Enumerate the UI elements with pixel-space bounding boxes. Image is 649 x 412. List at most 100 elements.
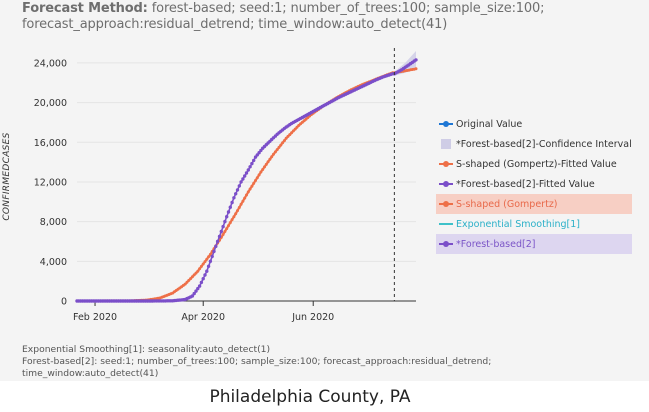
gompertz-fitted-point xyxy=(263,165,266,169)
figure-caption: Philadelphia County, PA xyxy=(209,387,411,407)
gompertz-fitted-point xyxy=(273,150,277,154)
gompertz-fitted-point xyxy=(190,275,194,279)
gompertz-forecast-point xyxy=(414,67,418,71)
forest-fitted-line xyxy=(77,73,393,302)
forest-fitted-point xyxy=(239,180,243,184)
legend-label: S-shaped (Gompertz)-Fitted Value xyxy=(456,158,617,170)
gompertz-fitted-point xyxy=(268,157,272,161)
gompertz-fitted-point xyxy=(234,212,238,216)
legend-symbol-icon xyxy=(438,139,454,149)
chart-legend: Original Value *Forest-based[2]-Confidenc… xyxy=(436,114,632,254)
legend-label: *Forest-based[2]-Confidence Interval xyxy=(456,138,632,150)
forest-fitted-point xyxy=(226,210,231,214)
forest-fitted-point xyxy=(223,219,227,224)
gompertz-fitted-point xyxy=(277,145,281,149)
forest-fitted-point xyxy=(203,273,207,277)
legend-item[interactable]: *Forest-based[2]-Fitted Value xyxy=(438,174,632,194)
gompertz-fitted-point xyxy=(196,269,200,273)
forest-fitted-point xyxy=(237,184,241,188)
forest-fitted-point xyxy=(194,289,198,293)
gompertz-fitted-point xyxy=(203,260,207,264)
gompertz-fitted-point xyxy=(201,262,205,266)
gompertz-fitted-point xyxy=(198,267,202,271)
gompertz-fitted-point xyxy=(232,215,236,219)
forecast-method-label: Forecast Method: xyxy=(22,1,148,16)
forest-fitted-point xyxy=(206,264,211,268)
legend-item[interactable]: Original Value xyxy=(438,114,632,134)
gompertz-fitted-point xyxy=(230,218,234,222)
legend-label: S-shaped (Gompertz) xyxy=(456,198,558,210)
gompertz-fitted-point xyxy=(279,143,283,147)
gompertz-fitted-point xyxy=(272,152,275,156)
gompertz-fitted-point xyxy=(290,131,294,135)
y-tick-label: 0 xyxy=(61,297,67,308)
forest-fitted-point xyxy=(190,294,195,298)
y-tick-label: 24,000 xyxy=(34,58,67,69)
gompertz-fitted-point xyxy=(264,162,268,166)
footnote-forest-based: Forest-based[2]: seed:1; number_of_trees… xyxy=(22,356,492,367)
forest-fitted-point xyxy=(228,205,232,209)
forest-fitted-point xyxy=(212,249,216,254)
legend-item[interactable]: *Forest-based[2]-Confidence Interval xyxy=(438,134,632,154)
forest-fitted-point xyxy=(219,229,223,234)
gompertz-fitted-point xyxy=(239,202,243,206)
forecast-method-title: Forecast Method: forest-based; seed:1; n… xyxy=(22,1,545,16)
gompertz-fitted-point xyxy=(205,257,209,261)
legend-item[interactable]: *Forest-based[2] xyxy=(436,234,632,254)
gompertz-fitted-point xyxy=(259,170,263,174)
gompertz-fitted-point xyxy=(293,127,297,131)
gompertz-fitted-point xyxy=(270,155,274,159)
gompertz-fitted-point xyxy=(223,230,227,233)
footnote-exp-smoothing: Exponential Smoothing[1]: seasonality:au… xyxy=(22,344,271,355)
gompertz-fitted-point xyxy=(266,160,270,164)
x-tick-label: Jun 2020 xyxy=(291,312,334,323)
chart-panel: Forecast Method: forest-based; seed:1; n… xyxy=(0,0,649,381)
y-tick-label: 12,000 xyxy=(34,177,67,188)
gompertz-fitted-point xyxy=(281,141,285,145)
forest-fitted-point xyxy=(192,291,196,296)
y-tick-label: 8,000 xyxy=(40,217,67,228)
gompertz-fitted-point xyxy=(250,184,254,188)
gompertz-fitted-point xyxy=(243,196,247,200)
forest-fitted-point xyxy=(252,158,256,163)
legend-label: Exponential Smoothing[1] xyxy=(456,218,581,230)
gompertz-fitted-point xyxy=(221,233,225,236)
legend-symbol-icon xyxy=(438,159,454,169)
gompertz-fitted-point xyxy=(254,179,257,182)
gompertz-fitted-line xyxy=(77,71,393,303)
forest-fitted-point xyxy=(201,277,205,281)
gompertz-fitted-point xyxy=(252,181,256,185)
legend-item[interactable]: S-shaped (Gompertz) xyxy=(436,194,632,214)
gompertz-fitted-point xyxy=(237,206,241,209)
gompertz-fitted-point xyxy=(282,139,286,143)
forest-fitted-point xyxy=(246,168,250,172)
forest-fitted-point xyxy=(257,151,261,155)
forest-fitted-point xyxy=(244,171,249,175)
footnote-time-window: time_window:auto_detect(41) xyxy=(22,368,159,379)
forest-fitted-point xyxy=(215,239,220,244)
gompertz-fitted-point xyxy=(284,136,288,140)
forest-fitted-point xyxy=(208,259,213,263)
gompertz-fitted-point xyxy=(185,280,189,284)
forecast-method-params: forecast_approach:residual_detrend; time… xyxy=(22,17,448,32)
forest-fitted-point xyxy=(197,284,202,288)
gompertz-fitted-point xyxy=(225,227,229,231)
forest-fitted-point xyxy=(248,165,252,169)
legend-item[interactable]: Exponential Smoothing[1] xyxy=(438,214,632,234)
forest-fitted-point xyxy=(210,254,214,259)
gompertz-fitted-point xyxy=(241,199,245,203)
legend-symbol-icon xyxy=(438,179,454,189)
forest-forecast-point xyxy=(414,58,418,62)
legend-symbol-icon xyxy=(438,119,454,129)
forest-fitted-point xyxy=(205,269,209,273)
gompertz-fitted-point xyxy=(275,148,279,152)
gompertz-fitted-point xyxy=(257,173,261,177)
legend-item[interactable]: S-shaped (Gompertz)-Fitted Value xyxy=(438,154,632,174)
legend-label: *Forest-based[2]-Fitted Value xyxy=(456,178,595,190)
forest-fitted-point xyxy=(221,224,225,229)
forest-fitted-point xyxy=(199,280,204,285)
forest-fitted-point xyxy=(196,286,200,291)
x-tick-label: Apr 2020 xyxy=(181,312,225,323)
x-tick-label: Feb 2020 xyxy=(73,312,117,323)
forest-fitted-point xyxy=(232,196,236,200)
